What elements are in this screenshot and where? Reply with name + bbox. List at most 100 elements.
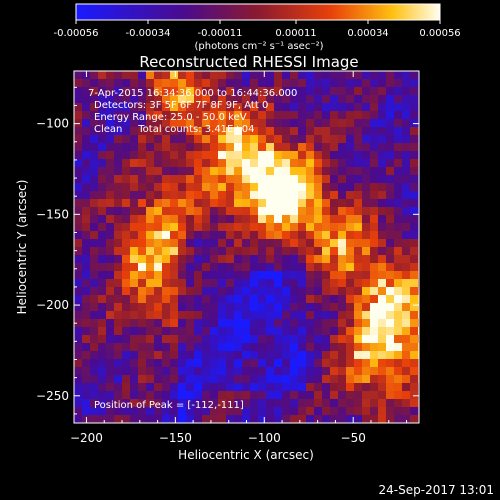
heatmap-cell bbox=[338, 279, 347, 288]
heatmap-cell bbox=[154, 127, 163, 136]
heatmap-cell bbox=[306, 279, 315, 288]
heatmap-cell bbox=[234, 87, 243, 96]
heatmap-cell bbox=[82, 207, 91, 216]
heatmap-cell bbox=[162, 287, 171, 296]
heatmap-cell bbox=[90, 279, 99, 288]
heatmap-cell bbox=[186, 327, 195, 336]
heatmap-cell bbox=[402, 415, 411, 423]
heatmap-cell bbox=[298, 199, 307, 208]
heatmap-cell bbox=[322, 407, 331, 416]
heatmap-cell bbox=[170, 303, 179, 312]
heatmap-cell bbox=[250, 143, 259, 152]
heatmap-cell bbox=[130, 375, 139, 384]
heatmap-cell bbox=[386, 207, 395, 216]
heatmap-cell bbox=[74, 111, 83, 120]
heatmap-cell bbox=[138, 311, 147, 320]
heatmap-cell bbox=[330, 223, 339, 232]
heatmap-cell bbox=[154, 415, 163, 423]
heatmap-cell bbox=[330, 231, 339, 240]
heatmap-cell bbox=[242, 359, 251, 368]
heatmap-cell bbox=[242, 87, 251, 96]
heatmap-cell bbox=[170, 223, 179, 232]
colorbar-unit-label: (photons cm⁻² s⁻¹ asec⁻²) bbox=[194, 41, 323, 52]
heatmap-cell bbox=[290, 119, 299, 128]
heatmap-cell bbox=[290, 263, 299, 272]
x-axis: −200 −150 −100 −50 bbox=[70, 71, 408, 445]
heatmap-cell bbox=[90, 271, 99, 280]
heatmap-cell bbox=[106, 415, 115, 423]
heatmap-cell bbox=[394, 255, 403, 264]
heatmap-cell bbox=[250, 311, 259, 320]
heatmap-cell bbox=[274, 415, 283, 423]
heatmap-cell bbox=[162, 343, 171, 352]
heatmap-cell bbox=[370, 191, 379, 200]
heatmap-cell bbox=[146, 271, 155, 280]
heatmap-cell bbox=[178, 247, 187, 256]
heatmap-cell bbox=[258, 231, 267, 240]
heatmap-cell bbox=[330, 175, 339, 184]
heatmap-cell bbox=[274, 159, 283, 168]
heatmap-cell bbox=[218, 311, 227, 320]
heatmap-cell bbox=[314, 263, 323, 272]
heatmap-cell bbox=[170, 383, 179, 392]
heatmap-cell bbox=[170, 391, 179, 400]
heatmap-cell bbox=[98, 143, 107, 152]
heatmap-cell bbox=[130, 391, 139, 400]
heatmap-cell bbox=[346, 87, 355, 96]
heatmap-cell bbox=[322, 351, 331, 360]
heatmap-cell bbox=[362, 223, 371, 232]
heatmap-cell bbox=[370, 143, 379, 152]
heatmap-cell bbox=[82, 215, 91, 224]
heatmap-cell bbox=[386, 95, 395, 104]
heatmap-cell bbox=[106, 95, 115, 104]
heatmap-cell bbox=[338, 359, 347, 368]
heatmap-cell bbox=[402, 407, 411, 416]
heatmap-cell bbox=[130, 223, 139, 232]
heatmap-cell bbox=[362, 247, 371, 256]
heatmap-cell bbox=[266, 351, 275, 360]
heatmap-cell bbox=[138, 391, 147, 400]
heatmap-cell bbox=[226, 215, 235, 224]
heatmap-cell bbox=[162, 151, 171, 160]
heatmap-cell bbox=[154, 207, 163, 216]
heatmap-cell bbox=[378, 223, 387, 232]
heatmap-cell bbox=[330, 311, 339, 320]
heatmap-cell bbox=[258, 247, 267, 256]
heatmap-cell bbox=[162, 119, 171, 128]
heatmap-cell bbox=[98, 303, 107, 312]
heatmap-cell bbox=[186, 87, 195, 96]
heatmap-cell bbox=[90, 375, 99, 384]
heatmap-cell bbox=[410, 103, 419, 112]
heatmap-cell bbox=[274, 359, 283, 368]
heatmap-cell bbox=[122, 271, 131, 280]
heatmap-cell bbox=[282, 311, 291, 320]
heatmap-cell bbox=[282, 103, 291, 112]
heatmap-cell bbox=[226, 159, 235, 168]
heatmap-cell bbox=[122, 303, 131, 312]
heatmap-cell bbox=[154, 87, 163, 96]
heatmap-cell bbox=[162, 95, 171, 104]
heatmap-cell bbox=[354, 199, 363, 208]
heatmap-cell bbox=[290, 311, 299, 320]
heatmap-cell bbox=[330, 239, 339, 248]
heatmap-cell bbox=[354, 103, 363, 112]
heatmap-cell bbox=[130, 111, 139, 120]
heatmap-cell bbox=[194, 319, 203, 328]
heatmap-cell bbox=[322, 167, 331, 176]
heatmap-cell bbox=[322, 111, 331, 120]
heatmap-cell bbox=[274, 215, 283, 224]
heatmap-cell bbox=[202, 79, 211, 88]
heatmap-cell bbox=[178, 383, 187, 392]
heatmap-cell bbox=[146, 343, 155, 352]
heatmap-cell bbox=[74, 383, 83, 392]
heatmap-cell bbox=[282, 295, 291, 304]
heatmap-cell bbox=[242, 79, 251, 88]
heatmap-cell bbox=[370, 247, 379, 256]
heatmap-cell bbox=[314, 95, 323, 104]
heatmap-cell bbox=[394, 399, 403, 408]
heatmap-cell bbox=[122, 199, 131, 208]
heatmap-cell bbox=[226, 375, 235, 384]
heatmap-cell bbox=[170, 199, 179, 208]
heatmap-cell bbox=[282, 303, 291, 312]
heatmap-cell bbox=[178, 343, 187, 352]
